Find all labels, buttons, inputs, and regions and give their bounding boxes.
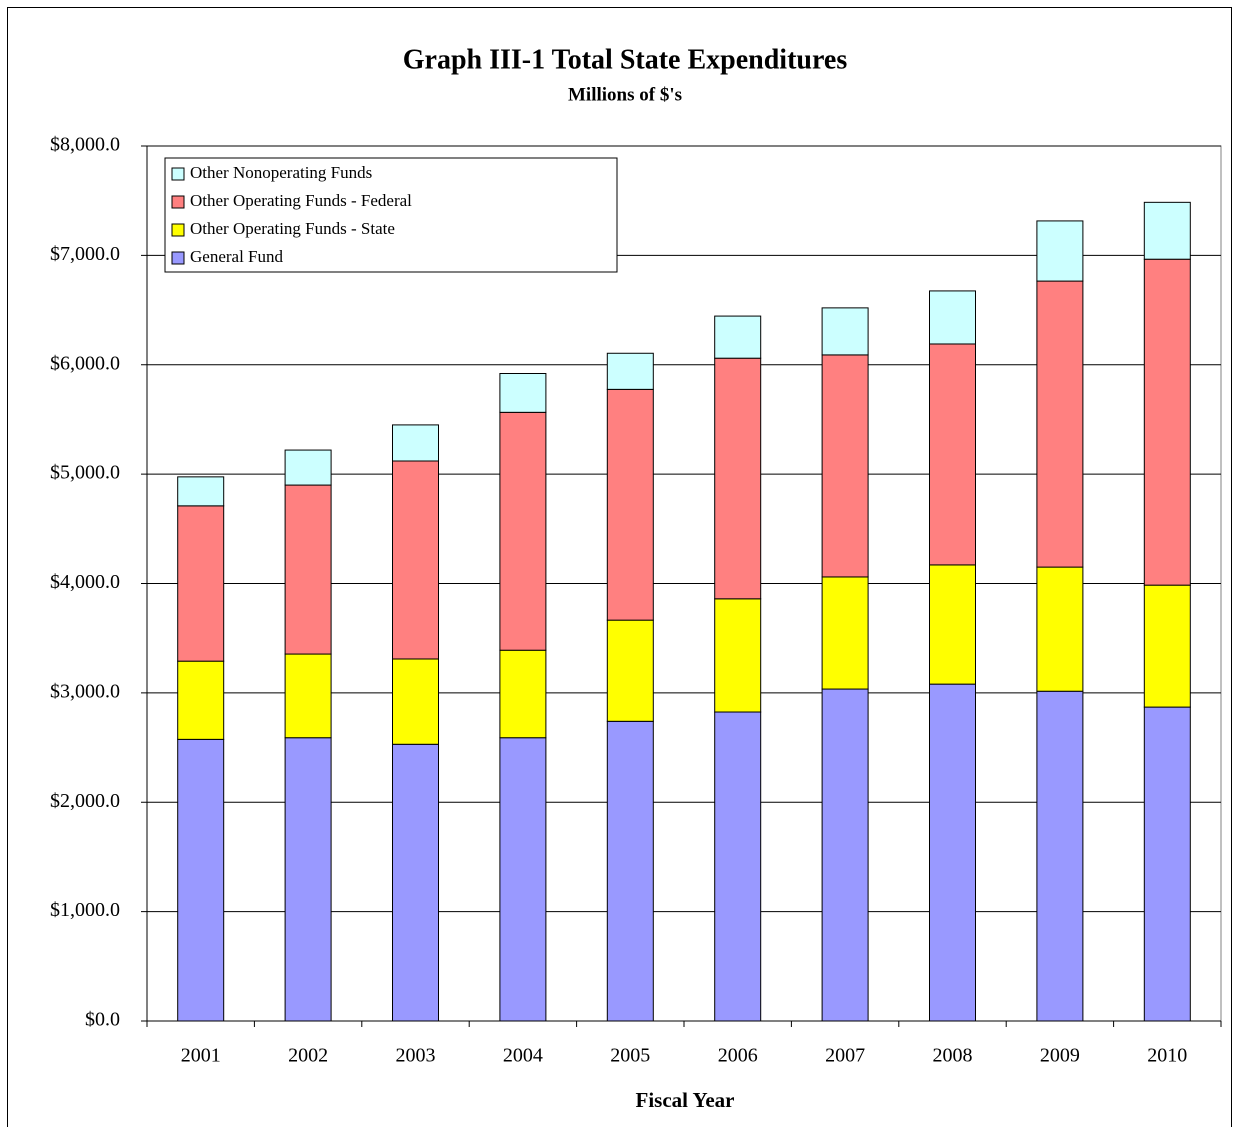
bar-segment bbox=[284, 449, 332, 486]
bar-segment bbox=[821, 354, 869, 578]
bar-segment bbox=[499, 737, 547, 1022]
y-tick-label: $2,000.0 bbox=[50, 790, 120, 812]
bar-segment bbox=[821, 307, 869, 356]
bar-segment bbox=[714, 598, 762, 713]
x-tick-label: 2004 bbox=[503, 1045, 543, 1067]
bar-segment bbox=[606, 619, 654, 722]
bar-segment bbox=[606, 388, 654, 621]
bar-segment bbox=[1036, 280, 1084, 568]
bar-segment bbox=[714, 315, 762, 359]
x-tick-label: 2005 bbox=[610, 1045, 650, 1067]
x-tick-label: 2003 bbox=[396, 1045, 436, 1067]
y-tick-label: $3,000.0 bbox=[50, 680, 120, 702]
y-tick-label: $0.0 bbox=[85, 1009, 120, 1031]
y-tick-label: $4,000.0 bbox=[50, 571, 120, 593]
bar-segment bbox=[177, 660, 225, 740]
x-tick-label: 2009 bbox=[1040, 1045, 1080, 1067]
bar-segment bbox=[392, 743, 439, 1022]
bar-segment bbox=[929, 343, 976, 566]
x-tick-label: 2001 bbox=[181, 1045, 221, 1067]
bar-segment bbox=[1143, 258, 1191, 586]
bar-segment bbox=[392, 424, 439, 462]
y-tick-label: $1,000.0 bbox=[50, 899, 120, 921]
bar-segment bbox=[177, 476, 225, 507]
bar-segment bbox=[929, 290, 976, 345]
bar-segment bbox=[1036, 690, 1084, 1022]
bar-segment bbox=[821, 688, 869, 1022]
bar-segment bbox=[499, 373, 547, 413]
bar-segment bbox=[606, 720, 654, 1022]
bar-segment bbox=[284, 737, 332, 1022]
x-tick-label: 2007 bbox=[825, 1045, 865, 1067]
bar-segment bbox=[1143, 201, 1191, 260]
legend-swatch bbox=[171, 251, 185, 265]
bar-segment bbox=[606, 352, 654, 390]
bar-segment bbox=[929, 564, 976, 685]
x-tick-label: 2010 bbox=[1147, 1045, 1187, 1067]
y-tick-label: $5,000.0 bbox=[50, 462, 120, 484]
bar-segment bbox=[1036, 220, 1084, 282]
x-tick-label: 2008 bbox=[933, 1045, 973, 1067]
legend-box bbox=[164, 157, 618, 273]
x-tick-label: 2006 bbox=[718, 1045, 758, 1067]
legend-swatch bbox=[171, 223, 185, 237]
y-tick-label: $8,000.0 bbox=[50, 134, 120, 156]
bar-segment bbox=[714, 357, 762, 600]
bar-segment bbox=[929, 683, 976, 1022]
bar-segment bbox=[499, 649, 547, 739]
y-tick-label: $7,000.0 bbox=[50, 243, 120, 265]
bar-segment bbox=[177, 738, 225, 1022]
bar-segment bbox=[821, 576, 869, 690]
bar-segment bbox=[1143, 584, 1191, 708]
bar-segment bbox=[499, 411, 547, 651]
bar-segment bbox=[392, 460, 439, 660]
bar-segment bbox=[392, 658, 439, 745]
bar-segment bbox=[284, 653, 332, 739]
chart-title: Graph III-1 Total State Expenditures bbox=[403, 44, 848, 75]
legend-label: Other Operating Funds - State bbox=[190, 219, 395, 238]
x-axis-label: Fiscal Year bbox=[636, 1088, 735, 1112]
bar-segment bbox=[284, 484, 332, 655]
chart-subtitle: Millions of $'s bbox=[568, 84, 682, 105]
legend-label: Other Nonoperating Funds bbox=[190, 163, 372, 182]
legend-swatch bbox=[171, 167, 185, 181]
y-tick-label: $6,000.0 bbox=[50, 352, 120, 374]
legend-label: Other Operating Funds - Federal bbox=[190, 191, 412, 210]
bar-segment bbox=[714, 711, 762, 1022]
bar-segment bbox=[177, 505, 225, 662]
bar-segment bbox=[1036, 566, 1084, 692]
legend-swatch bbox=[171, 195, 185, 209]
legend-label: General Fund bbox=[190, 247, 284, 266]
bar-segment bbox=[1143, 706, 1191, 1022]
x-tick-label: 2002 bbox=[288, 1045, 328, 1067]
